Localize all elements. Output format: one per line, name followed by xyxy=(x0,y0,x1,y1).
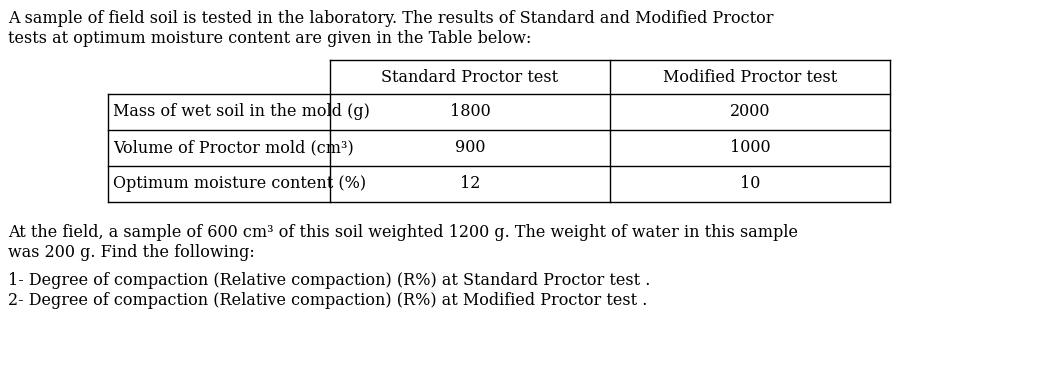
Text: Volume of Proctor mold (cm³): Volume of Proctor mold (cm³) xyxy=(113,139,354,156)
Text: Modified Proctor test: Modified Proctor test xyxy=(663,69,837,86)
Text: 900: 900 xyxy=(455,139,485,156)
Text: 1- Degree of compaction (Relative compaction) (R%) at Standard Proctor test .: 1- Degree of compaction (Relative compac… xyxy=(8,272,650,289)
Text: Mass of wet soil in the mold (g): Mass of wet soil in the mold (g) xyxy=(113,103,370,120)
Text: 2- Degree of compaction (Relative compaction) (R%) at Modified Proctor test .: 2- Degree of compaction (Relative compac… xyxy=(8,292,647,309)
Text: 10: 10 xyxy=(740,175,760,193)
Text: tests at optimum moisture content are given in the Table below:: tests at optimum moisture content are gi… xyxy=(8,30,531,47)
Text: Standard Proctor test: Standard Proctor test xyxy=(381,69,559,86)
Text: 1800: 1800 xyxy=(450,103,491,120)
Text: At the field, a sample of 600 cm³ of this soil weighted 1200 g. The weight of wa: At the field, a sample of 600 cm³ of thi… xyxy=(8,224,798,241)
Text: Optimum moisture content (%): Optimum moisture content (%) xyxy=(113,175,366,193)
Text: 2000: 2000 xyxy=(730,103,770,120)
Text: was 200 g. Find the following:: was 200 g. Find the following: xyxy=(8,244,255,261)
Text: A sample of field soil is tested in the laboratory. The results of Standard and : A sample of field soil is tested in the … xyxy=(8,10,774,27)
Text: 12: 12 xyxy=(459,175,480,193)
Text: 1000: 1000 xyxy=(730,139,770,156)
